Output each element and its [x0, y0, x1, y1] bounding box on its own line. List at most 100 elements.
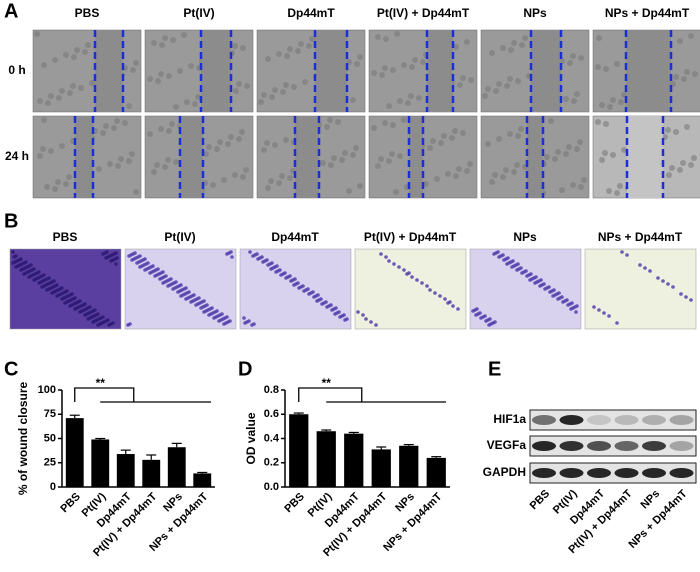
cell-texture	[492, 172, 498, 178]
blot-band	[559, 468, 584, 478]
stained-cell	[86, 317, 90, 321]
stained-cell	[397, 265, 401, 269]
cell-texture	[151, 40, 157, 46]
cell-texture	[460, 130, 466, 136]
stained-cell	[158, 277, 162, 281]
blot-band	[642, 415, 666, 425]
y-tick-label: 0.4	[264, 432, 280, 444]
stained-cell	[91, 320, 95, 324]
cell-texture	[155, 78, 161, 84]
cell-texture	[405, 100, 411, 106]
cell-texture	[614, 190, 620, 196]
cell-texture	[692, 71, 698, 77]
bar	[193, 473, 212, 487]
cell-texture	[378, 156, 384, 162]
cell-texture	[52, 186, 58, 192]
cell-texture	[258, 99, 264, 105]
cell-texture	[515, 133, 521, 139]
stained-cell	[502, 258, 506, 262]
wound-gap	[315, 30, 347, 112]
cell-texture	[232, 172, 238, 178]
cell-texture	[244, 83, 250, 89]
stained-cell	[338, 315, 342, 319]
cell-texture	[673, 74, 679, 80]
stain-image	[239, 248, 352, 330]
stained-cell	[60, 297, 64, 301]
cell-texture	[240, 174, 246, 180]
stained-cell	[525, 274, 529, 278]
cell-texture	[166, 73, 172, 79]
cell-texture	[67, 90, 73, 96]
cell-texture	[184, 99, 190, 105]
column-header: Dp44mT	[271, 230, 319, 244]
blot-band	[642, 441, 666, 451]
cell-texture	[221, 177, 227, 183]
stained-cell	[153, 274, 157, 278]
stained-cell	[45, 288, 49, 292]
stained-cell	[387, 259, 391, 263]
cell-texture	[617, 183, 623, 189]
bar	[289, 414, 309, 487]
cell-texture	[225, 141, 231, 147]
stained-cell	[222, 322, 226, 326]
cell-texture	[496, 136, 502, 142]
blot-row-label: GAPDH	[483, 465, 526, 479]
bar	[65, 418, 84, 487]
cell-texture	[114, 118, 120, 124]
cell-texture	[503, 167, 509, 173]
stained-cell	[548, 290, 552, 294]
cell-texture	[578, 184, 584, 190]
blot-row-label: VEGFa	[487, 438, 527, 452]
column-header: Dp44mT	[287, 6, 335, 20]
cell-texture	[684, 124, 690, 130]
stained-cell	[320, 302, 324, 306]
cell-texture	[335, 119, 341, 125]
cell-texture	[111, 125, 117, 131]
cell-texture	[236, 81, 242, 87]
cell-texture	[445, 171, 451, 177]
cell-texture	[420, 59, 426, 65]
cell-texture	[280, 89, 286, 95]
bar	[91, 439, 110, 487]
cell-texture	[272, 142, 278, 148]
stained-cell	[166, 284, 170, 288]
wound-gap	[527, 116, 543, 198]
cell-texture	[438, 140, 444, 146]
wound-gap	[409, 116, 423, 198]
stained-cell	[569, 307, 573, 311]
cell-texture	[603, 66, 609, 72]
cell-texture	[159, 42, 165, 48]
cell-texture	[158, 126, 164, 132]
column-header: NPs + Dp44mT	[605, 6, 690, 20]
cell-texture	[507, 76, 513, 82]
bar	[167, 447, 186, 487]
cell-texture	[122, 120, 128, 126]
cell-texture	[324, 124, 330, 130]
cell-texture	[130, 67, 136, 73]
cell-texture	[279, 173, 285, 179]
stained-cell	[12, 255, 16, 259]
wound-gap	[295, 116, 319, 198]
stained-cell	[415, 278, 419, 282]
cell-texture	[233, 88, 239, 94]
stained-cell	[138, 265, 142, 269]
stained-cell	[510, 265, 514, 269]
cell-texture	[688, 33, 694, 39]
stained-cell	[471, 309, 475, 313]
cell-texture	[181, 32, 187, 38]
stained-cell	[515, 268, 519, 272]
stain-image	[354, 248, 467, 330]
cell-texture	[328, 162, 334, 168]
cell-texture	[162, 164, 168, 170]
column-header: NPs	[513, 230, 537, 244]
cell-texture	[59, 88, 65, 94]
cell-texture	[595, 64, 601, 70]
stained-cell	[96, 323, 100, 327]
cell-texture	[195, 94, 201, 100]
stained-cell	[330, 308, 334, 312]
cell-texture	[610, 97, 616, 103]
cell-texture	[188, 63, 194, 69]
stained-cell	[666, 282, 670, 286]
cell-texture	[397, 98, 403, 104]
column-header: PBS	[53, 230, 78, 244]
